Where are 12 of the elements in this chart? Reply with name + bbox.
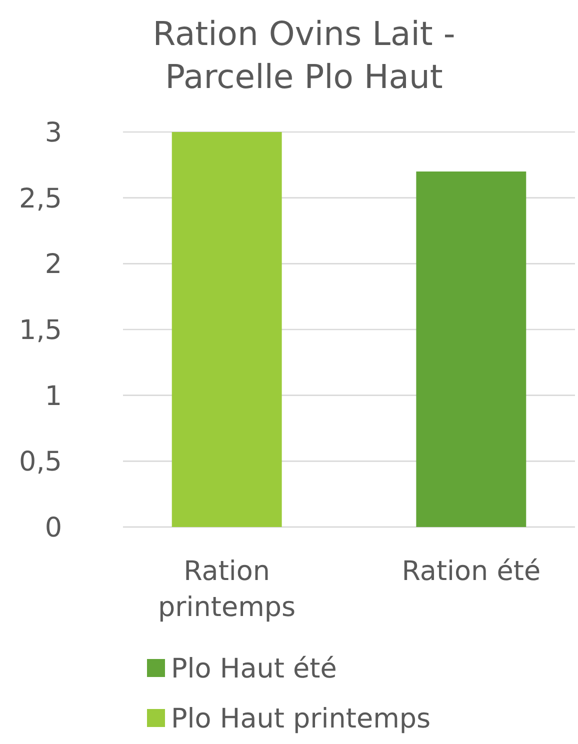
x-tick-label: Ration été xyxy=(402,556,541,587)
legend-label: Plo Haut printemps xyxy=(171,703,431,734)
y-tick-label: 1 xyxy=(44,380,62,412)
y-tick-label: 2 xyxy=(44,249,62,280)
y-tick-label: 0 xyxy=(44,512,62,544)
y-tick-label: 0,5 xyxy=(19,446,62,478)
chart-title: Ration Ovins Lait - Parcelle Plo Haut xyxy=(152,14,456,96)
legend-label: Plo Haut été xyxy=(171,653,337,684)
y-tick-label: 1,5 xyxy=(19,314,62,346)
y-tick-label: 2,5 xyxy=(19,183,62,214)
x-tick-label: Ration printemps xyxy=(158,556,296,623)
y-tick-label: 3 xyxy=(44,117,62,148)
